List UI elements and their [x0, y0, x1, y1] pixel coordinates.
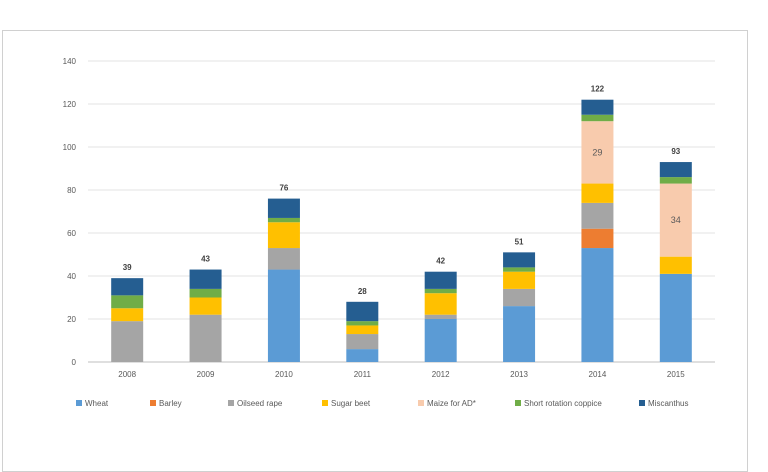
bar-segment-short-rotation-coppice-2008 — [111, 295, 144, 309]
segment-data-label: 34 — [671, 215, 681, 225]
bar-segment-miscanthus-2012 — [424, 271, 457, 289]
bar-segment-sugar-beet-2008 — [111, 308, 144, 322]
x-tick-label: 2013 — [510, 370, 528, 379]
legend-swatch-wheat — [76, 400, 82, 406]
bar-segment-short-rotation-coppice-2013 — [503, 267, 536, 272]
legend-label: Sugar beet — [331, 399, 371, 408]
bar-segment-oilseed-rape-2013 — [503, 288, 536, 307]
legend-swatch-sugar-beet — [322, 400, 328, 406]
bar-segment-short-rotation-coppice-2010 — [267, 217, 300, 223]
bar-segment-barley-2014 — [581, 228, 614, 249]
bar-segment-sugar-beet-2014 — [581, 183, 614, 203]
bar-segment-short-rotation-coppice-2012 — [424, 288, 457, 294]
bar-segment-short-rotation-coppice-2015 — [659, 177, 692, 184]
bar-segment-sugar-beet-2013 — [503, 271, 536, 289]
legend-swatch-miscanthus — [639, 400, 645, 406]
bar-segment-miscanthus-2009 — [189, 269, 222, 289]
y-tick-label: 120 — [63, 100, 77, 109]
y-tick-label: 20 — [67, 315, 76, 324]
bar-segment-maize-for-ad-2014 — [581, 121, 614, 184]
bar-segment-sugar-beet-2012 — [424, 293, 457, 315]
bar-segment-miscanthus-2013 — [503, 252, 536, 268]
total-label: 93 — [671, 147, 680, 156]
total-label: 28 — [358, 287, 367, 296]
bar-segment-short-rotation-coppice-2011 — [346, 321, 379, 326]
x-tick-label: 2015 — [667, 370, 685, 379]
y-axis: 0 20 40 60 80 100 120 140 — [63, 57, 77, 367]
bar-segment-oilseed-rape-2012 — [424, 314, 457, 319]
bar-segment-sugar-beet-2015 — [659, 256, 692, 274]
bar-segment-sugar-beet-2009 — [189, 297, 222, 315]
x-tick-label: 2011 — [354, 370, 372, 379]
stacked-bar-chart: 0 20 40 60 80 100 120 140 29 34 2008 2009 2010 2011… — [63, 57, 715, 408]
total-labels: 39 43 76 28 42 51 122 93 — [123, 85, 681, 296]
bars: 29 34 — [111, 99, 692, 362]
bar-segment-wheat-2014 — [581, 248, 614, 362]
y-tick-label: 140 — [63, 57, 77, 66]
x-tick-label: 2009 — [197, 370, 215, 379]
y-tick-label: 60 — [67, 229, 76, 238]
bar-segment-oilseed-rape-2011 — [346, 334, 379, 350]
total-label: 122 — [591, 85, 605, 94]
total-label: 51 — [515, 237, 524, 246]
bar-segment-miscanthus-2014 — [581, 99, 614, 115]
total-label: 76 — [279, 184, 288, 193]
legend-swatch-short-rotation-coppice — [515, 400, 521, 406]
bar-segment-miscanthus-2015 — [659, 162, 692, 178]
bar-segment-sugar-beet-2010 — [267, 222, 300, 249]
legend-label: Barley — [159, 399, 182, 408]
bar-segment-short-rotation-coppice-2009 — [189, 288, 222, 298]
legend-swatch-barley — [150, 400, 156, 406]
x-tick-label: 2014 — [589, 370, 607, 379]
legend-label: Oilseed rape — [237, 399, 283, 408]
legend-label: Short rotation coppice — [524, 399, 602, 408]
total-label: 39 — [123, 263, 132, 272]
y-tick-label: 100 — [63, 143, 77, 152]
legend-label: Miscanthus — [648, 399, 688, 408]
bar-segment-wheat-2011 — [346, 349, 379, 362]
total-label: 43 — [201, 255, 210, 264]
legend-swatch-oilseed-rape — [228, 400, 234, 406]
bar-segment-sugar-beet-2011 — [346, 325, 379, 335]
y-tick-label: 0 — [72, 358, 77, 367]
gridlines — [88, 60, 715, 363]
bar-segment-wheat-2015 — [659, 273, 692, 362]
legend-label: Maize for AD* — [427, 399, 476, 408]
x-axis: 2008 2009 2010 2011 2012 2013 2014 2015 — [118, 370, 685, 379]
x-tick-label: 2010 — [275, 370, 293, 379]
bar-segment-miscanthus-2008 — [111, 278, 144, 296]
bar-segment-short-rotation-coppice-2014 — [581, 114, 614, 122]
legend-label: Wheat — [85, 399, 109, 408]
y-tick-label: 80 — [67, 186, 76, 195]
bar-segment-wheat-2013 — [503, 306, 536, 362]
y-tick-label: 40 — [67, 272, 76, 281]
x-tick-label: 2012 — [432, 370, 450, 379]
total-label: 42 — [436, 257, 445, 266]
bar-segment-wheat-2012 — [424, 319, 457, 362]
segment-data-label: 29 — [592, 147, 602, 157]
bar-segment-oilseed-rape-2008 — [111, 321, 144, 362]
bar-segment-miscanthus-2010 — [267, 198, 300, 218]
bar-segment-maize-for-ad-2015 — [659, 183, 692, 257]
bar-segment-wheat-2010 — [267, 269, 300, 362]
x-tick-label: 2008 — [118, 370, 136, 379]
bar-segment-miscanthus-2011 — [346, 301, 379, 322]
bar-segment-oilseed-rape-2009 — [189, 314, 222, 362]
legend: Wheat Barley Oilseed rape Sugar beet Maize f… — [76, 399, 688, 408]
bar-segment-oilseed-rape-2010 — [267, 248, 300, 270]
legend-swatch-maize-for-ad — [418, 400, 424, 406]
bar-segment-oilseed-rape-2014 — [581, 202, 614, 229]
